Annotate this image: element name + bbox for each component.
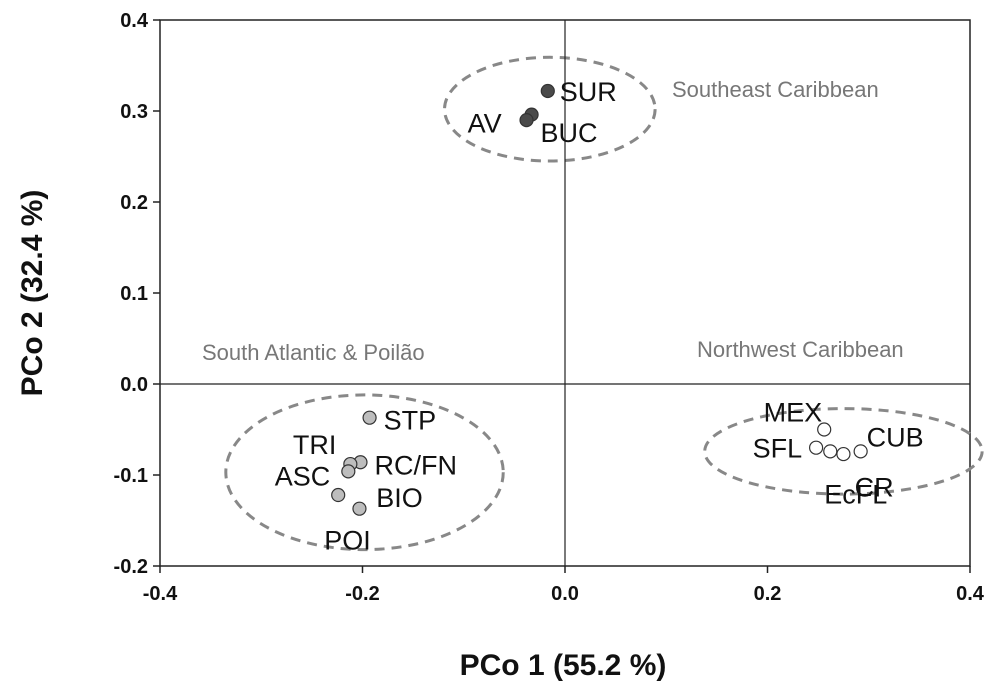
- data-point: [817, 422, 832, 437]
- y-tick-label: 0.1: [120, 283, 148, 305]
- group-ellipse: [443, 55, 657, 163]
- data-point: [331, 487, 346, 503]
- x-tick-label: 0.4: [956, 583, 985, 605]
- y-tick-label: 0.0: [120, 374, 148, 396]
- point-label: POI: [324, 526, 371, 556]
- data-point: [540, 83, 555, 99]
- x-tick-label: 0.2: [754, 583, 782, 605]
- point-label: MEX: [764, 398, 823, 428]
- region-label-south-atlantic: South Atlantic & Poilão: [202, 340, 425, 365]
- point-label: TRI: [293, 430, 337, 460]
- data-point: [808, 440, 824, 455]
- y-tick-label: 0.4: [120, 10, 149, 32]
- region-label-southeast: Southeast Caribbean: [672, 77, 879, 102]
- data-point: [853, 444, 868, 459]
- point-label-cr: CR: [855, 472, 894, 502]
- point-label: AV: [468, 109, 502, 139]
- group-ellipse: [224, 393, 505, 552]
- y-axis-title: PCo 2 (32.4 %): [16, 190, 49, 397]
- y-tick-label: 0.2: [120, 192, 148, 214]
- data-point: [519, 112, 534, 128]
- point-label: STP: [384, 406, 437, 436]
- point-label: SFL: [753, 434, 803, 464]
- x-axis-title: PCo 1 (55.2 %): [460, 649, 667, 682]
- data-point: [341, 464, 356, 479]
- data-point: [823, 444, 838, 459]
- data-point: [836, 446, 851, 462]
- point-label: BUC: [541, 118, 598, 148]
- group-ellipse: [703, 407, 984, 496]
- point-label: RC/FN: [374, 450, 457, 480]
- x-tick-label: -0.4: [143, 583, 178, 605]
- y-tick-label: -0.2: [114, 556, 148, 578]
- x-tick-label: -0.2: [345, 583, 379, 605]
- point-label: SUR: [560, 77, 617, 107]
- y-tick-label: 0.3: [120, 101, 148, 123]
- x-tick-label: 0.0: [551, 583, 579, 605]
- point-label: ASC: [275, 461, 331, 491]
- point-label: CUB: [867, 422, 924, 452]
- region-label-northwest: Northwest Caribbean: [697, 337, 904, 362]
- data-point: [362, 410, 377, 425]
- point-label: BIO: [376, 483, 423, 513]
- data-point: [352, 501, 367, 516]
- y-tick-label: -0.1: [114, 465, 148, 487]
- point-label: EcFL: [824, 479, 887, 509]
